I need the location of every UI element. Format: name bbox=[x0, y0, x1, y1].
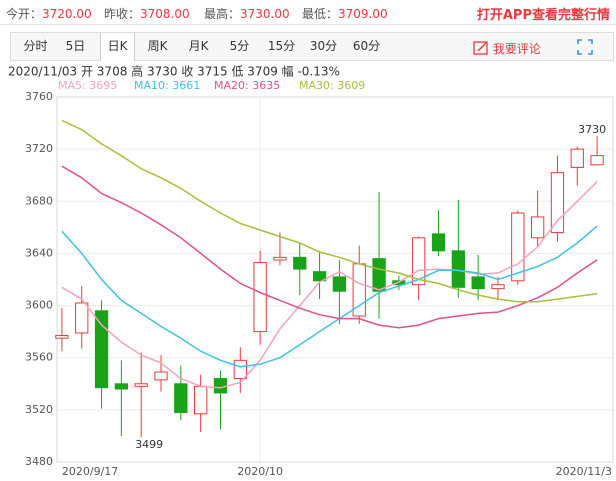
candle-body bbox=[273, 256, 287, 261]
quote-value: 3708.00 bbox=[140, 7, 190, 21]
tab[interactable]: 月K bbox=[188, 39, 209, 53]
candle-body bbox=[114, 383, 129, 390]
tab-bar: 我要评论 分时 5日 日K 周K 月K 5分 15分 30分 60分 bbox=[10, 32, 614, 61]
plot-frame bbox=[56, 96, 614, 463]
max-label: 3730 bbox=[578, 123, 606, 136]
expand-icon[interactable] bbox=[577, 39, 593, 55]
quote-label: 今开： bbox=[6, 7, 43, 21]
candle-body bbox=[293, 256, 307, 270]
candle-body bbox=[412, 237, 426, 286]
tab[interactable]: 周K bbox=[147, 39, 168, 53]
x-tick-label: 2020/10 bbox=[237, 465, 283, 478]
candle-body bbox=[431, 233, 446, 252]
candle-body bbox=[174, 383, 188, 413]
ma-line bbox=[61, 225, 598, 368]
tab[interactable]: 5分 bbox=[229, 39, 250, 53]
ma-line bbox=[61, 181, 598, 389]
candle-body bbox=[332, 276, 347, 292]
candle-body bbox=[213, 378, 228, 394]
comment-button[interactable]: 我要评论 bbox=[473, 37, 541, 57]
x-tick-label: 2020/9/17 bbox=[62, 465, 118, 478]
chart-subtitle: 2020/11/03 开 3708 高 3730 收 3715 低 3709 幅… bbox=[8, 64, 340, 79]
legend-entry: MA30: 3609 bbox=[299, 79, 365, 92]
quote-value: 3709.00 bbox=[338, 7, 388, 21]
candle-body bbox=[253, 262, 267, 333]
quote: 今开：3720.00 bbox=[6, 5, 92, 22]
candle-body bbox=[570, 148, 584, 168]
candle-body bbox=[471, 276, 485, 290]
candle-body bbox=[590, 155, 604, 166]
y-tick-label: 3560 bbox=[25, 351, 53, 364]
tab[interactable]: 15分 bbox=[267, 39, 296, 53]
quote-label: 最低： bbox=[302, 7, 339, 21]
legend-entry: MA5: 3695 bbox=[58, 79, 117, 92]
candle-body bbox=[372, 258, 386, 292]
legend-entry: MA10: 3661 bbox=[134, 79, 200, 92]
quote-value: 3730.00 bbox=[240, 7, 290, 21]
quote-label: 昨收： bbox=[104, 7, 141, 21]
app-link[interactable]: 打开APP查看完整行情 bbox=[476, 8, 610, 23]
tab[interactable]: 60分 bbox=[352, 39, 381, 53]
candle-body bbox=[55, 335, 69, 339]
quote-value: 3720.00 bbox=[42, 7, 92, 21]
tab[interactable]: 30分 bbox=[309, 39, 338, 53]
candle-body bbox=[392, 280, 406, 286]
candle-body bbox=[75, 302, 89, 334]
y-tick-label: 3720 bbox=[25, 142, 53, 155]
candle-body bbox=[530, 216, 545, 239]
candle-body bbox=[550, 172, 565, 234]
candle-body bbox=[451, 250, 465, 288]
quote: 昨收：3708.00 bbox=[104, 5, 190, 22]
quote: 最高：3730.00 bbox=[204, 5, 290, 22]
candle-body bbox=[194, 385, 208, 415]
candle-body bbox=[491, 284, 505, 290]
quote: 最低：3709.00 bbox=[302, 5, 388, 22]
y-tick-label: 3640 bbox=[25, 246, 53, 259]
y-tick-label: 3680 bbox=[25, 194, 53, 207]
quote-bar: 今开：3720.00 昨收：3708.00 最高：3730.00 最低：3709.00 bbox=[0, 0, 616, 25]
tab[interactable]: 分时 bbox=[23, 39, 48, 53]
x-tick-label: 2020/11/3 bbox=[556, 465, 612, 478]
y-tick-label: 3480 bbox=[25, 455, 53, 468]
tab[interactable]: 日K bbox=[100, 33, 135, 61]
quote-label: 最高： bbox=[204, 7, 241, 21]
y-tick-label: 3600 bbox=[25, 299, 53, 312]
candle-body bbox=[233, 359, 247, 380]
y-tick-label: 3520 bbox=[25, 403, 53, 416]
candle-body bbox=[352, 263, 366, 317]
legend-entry: MA20: 3635 bbox=[214, 79, 280, 92]
candle-body bbox=[312, 271, 327, 282]
comment-label: 我要评论 bbox=[492, 42, 541, 56]
candle-body bbox=[511, 212, 525, 282]
candle-body bbox=[94, 310, 109, 389]
comment-icon bbox=[473, 41, 488, 55]
candle-body bbox=[154, 371, 168, 381]
candle-body bbox=[134, 383, 148, 387]
ma-line bbox=[61, 165, 598, 329]
min-label: 3499 bbox=[135, 438, 163, 451]
tab[interactable]: 5日 bbox=[65, 39, 86, 53]
ma-line bbox=[61, 119, 598, 303]
y-tick-label: 3760 bbox=[25, 90, 53, 103]
